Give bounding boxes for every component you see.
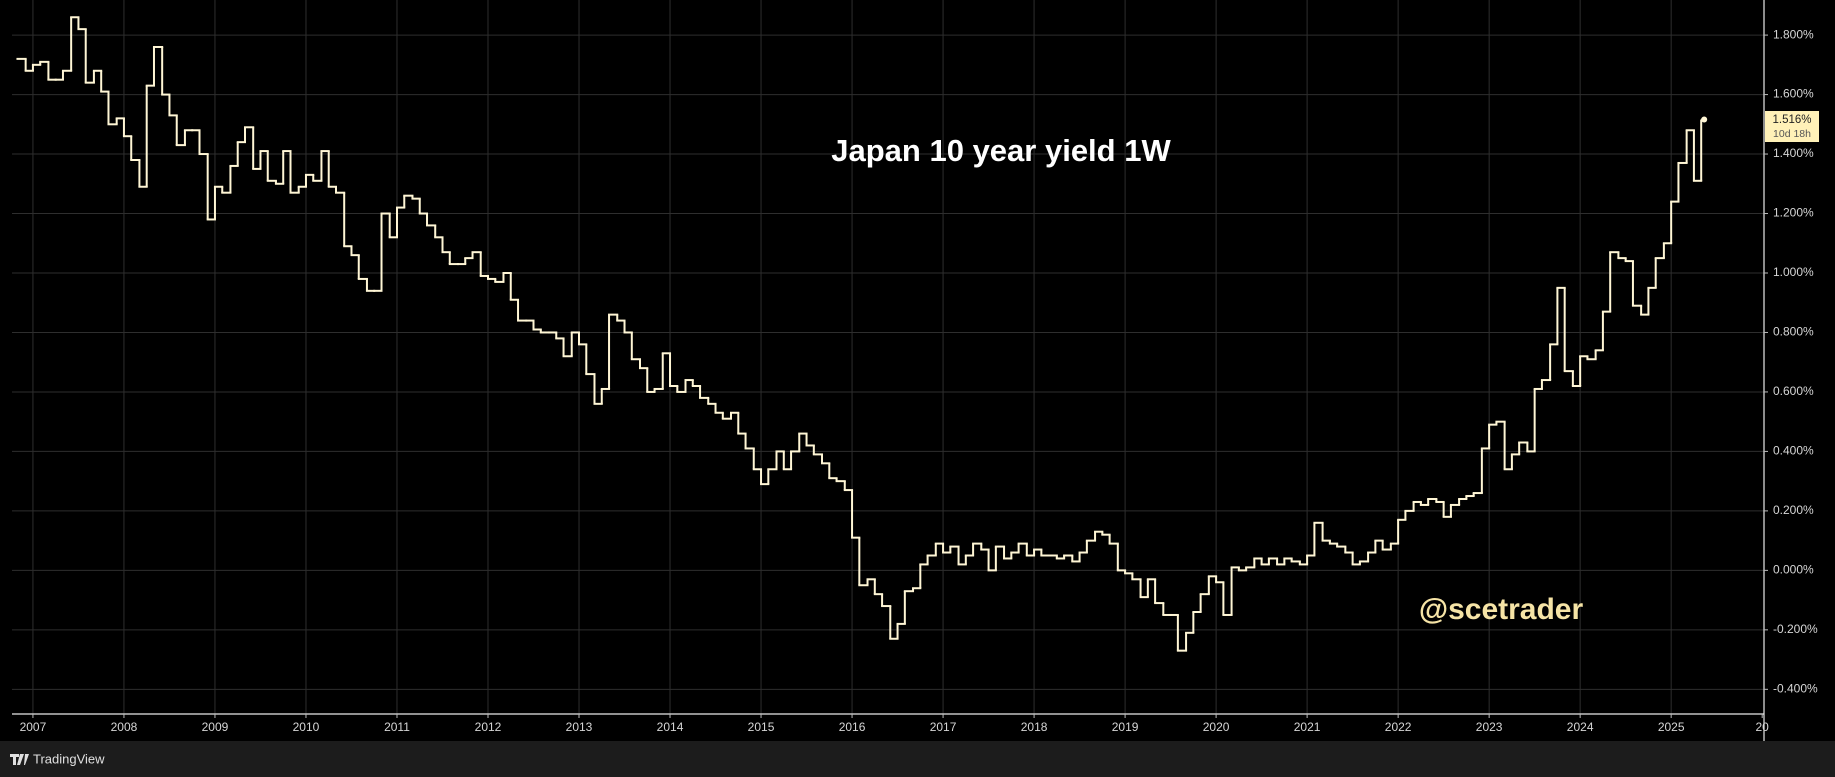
x-tick-label: 2021 bbox=[1294, 720, 1321, 734]
x-tick-label: 2025 bbox=[1658, 720, 1685, 734]
x-tick-label: 2010 bbox=[293, 720, 320, 734]
x-tick-label: 2020 bbox=[1203, 720, 1230, 734]
y-tick-label: -0.400% bbox=[1773, 681, 1818, 695]
x-tick-label: 2016 bbox=[839, 720, 866, 734]
series bbox=[16, 16, 1708, 652]
x-tick-label: 2018 bbox=[1021, 720, 1048, 734]
x-tick-label: 2012 bbox=[475, 720, 502, 734]
y-tick-label: 0.600% bbox=[1773, 384, 1814, 398]
x-tick-label: 2024 bbox=[1567, 720, 1594, 734]
countdown: 10d 18h bbox=[1773, 128, 1811, 140]
y-tick-label: 1.000% bbox=[1773, 265, 1814, 279]
x-tick-label: 2022 bbox=[1385, 720, 1412, 734]
x-tick-label: 2007 bbox=[20, 720, 47, 734]
ticks: 1.800% 1.600% 1.400% 1.200% 1.000% 0.800% 0.60… bbox=[20, 27, 1818, 734]
y-tick-label: 1.600% bbox=[1773, 87, 1814, 101]
x-tick-label: 2013 bbox=[566, 720, 593, 734]
x-tick-label: 2019 bbox=[1112, 720, 1139, 734]
x-tick-label: 2011 bbox=[384, 720, 410, 734]
x-tick-label: 2023 bbox=[1476, 720, 1503, 734]
x-tick-label: 2014 bbox=[657, 720, 684, 734]
y-tick-label: -0.200% bbox=[1773, 622, 1818, 636]
y-tick-label: 1.400% bbox=[1773, 146, 1814, 160]
y-tick-label: 0.000% bbox=[1773, 563, 1814, 577]
y-tick-label: 0.800% bbox=[1773, 325, 1814, 339]
brand-logo bbox=[10, 754, 29, 765]
footer-bar bbox=[0, 741, 1835, 777]
annotation: @scetrader bbox=[1419, 593, 1584, 626]
x-tick-label: 20 bbox=[1756, 720, 1770, 734]
y-tick-label: 1.200% bbox=[1773, 206, 1814, 220]
price-label-box bbox=[1765, 111, 1819, 142]
x-tick-label: 2017 bbox=[930, 720, 957, 734]
x-tick-label: 2008 bbox=[111, 720, 138, 734]
x-tick-label: 2015 bbox=[748, 720, 775, 734]
chart-title: Japan 10 year yield 1W bbox=[831, 133, 1171, 168]
y-tick-label: 0.400% bbox=[1773, 444, 1814, 458]
y-tick-label: 0.200% bbox=[1773, 503, 1814, 517]
grid bbox=[12, 0, 1764, 714]
y-tick-label: 1.800% bbox=[1773, 27, 1814, 41]
x-tick-label: 2009 bbox=[202, 720, 229, 734]
price-label: 1.516% bbox=[1772, 114, 1811, 126]
brand: TradingView bbox=[33, 751, 105, 766]
